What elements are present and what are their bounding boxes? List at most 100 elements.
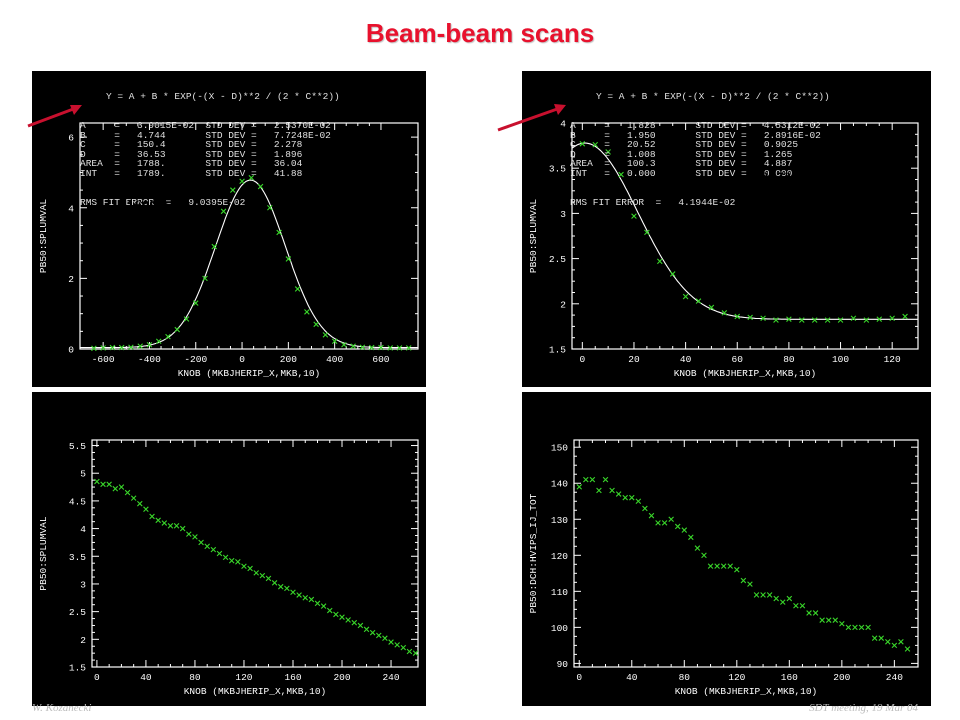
footer-meeting: SDT meeting, 19 Mar 04 (809, 702, 918, 714)
data-point (339, 614, 345, 620)
data-point (155, 338, 162, 345)
fit-parameter-row: AREA = 1788. STD DEV = 36.04 (80, 158, 303, 170)
data-point (674, 523, 681, 530)
data-point (378, 344, 384, 351)
data-point (267, 204, 273, 211)
x-tick-label: 40 (626, 672, 638, 683)
y-tick-label: 110 (551, 587, 568, 598)
data-point (210, 546, 217, 553)
data-point (871, 635, 878, 641)
y-tick-label: 150 (551, 443, 568, 454)
data-point (701, 552, 707, 559)
x-tick-label: 60 (732, 354, 744, 365)
data-point (91, 345, 97, 352)
data-point (688, 534, 694, 541)
data-point (400, 644, 407, 651)
data-point (839, 620, 845, 627)
chart-top-right: 0 20 40 60 80 100 120 1.5 2 2.5 3 3.5 4 KNOB (MKBJHER… (528, 119, 919, 379)
data-point (94, 478, 100, 485)
data-point (622, 494, 628, 501)
data-point (220, 208, 227, 215)
data-point (109, 344, 116, 351)
data-point (734, 566, 740, 573)
bunch-count: 801 colldg b (783, 488, 861, 504)
data-point (806, 610, 812, 616)
plot-frame (79, 122, 419, 350)
x-tick-label: 120 (884, 354, 901, 365)
data-point (100, 345, 106, 351)
chart-bottom-left: 0 40 80 120 160 200 240 1.5 2 2.5 3 3.5 4 4.5 5 5.5 KNOB… (38, 439, 419, 697)
y-tick-label: 2.5 (69, 607, 86, 618)
data-point (760, 315, 766, 322)
data-point (406, 648, 413, 655)
data-point (576, 484, 583, 490)
data-point (259, 572, 266, 579)
data-point (304, 309, 310, 315)
data-point (661, 520, 668, 526)
data-point (779, 599, 786, 605)
beam-currents: 610 x 395 mA (778, 466, 866, 482)
data-point (167, 523, 174, 529)
data-point (904, 646, 911, 652)
data-point (405, 345, 412, 351)
data-point (368, 344, 375, 351)
data-point (799, 317, 805, 323)
data-point (682, 293, 689, 300)
bunch-count: 1600 b (126, 198, 170, 214)
data-point (605, 149, 611, 155)
data-point (412, 650, 419, 656)
data-point (618, 171, 624, 178)
data-point (837, 317, 844, 323)
data-point (631, 213, 637, 219)
plot-panel-bottom-left: 0 40 80 120 160 200 240 1.5 2 2.5 3 3.5 4 4.5 5 5.5 KNOB… (32, 392, 426, 706)
y-tick-label: 140 (551, 479, 568, 490)
data-point (350, 343, 356, 349)
arrow-icon (27, 105, 82, 128)
beam-annotation-top-right: 2172 x 1300 mA 1415 b (732, 167, 892, 211)
beam-annotation-top-left: 143 x 107 mA 1600 b (80, 173, 216, 217)
x-tick-label: -200 (184, 354, 207, 365)
plot-panel-top-right: 0 20 40 60 80 100 120 1.5 2 2.5 3 3.5 4 KNOB (MKBJHER… (522, 71, 931, 387)
data-point (396, 345, 403, 351)
data-point (747, 581, 753, 587)
x-axis-label: KNOB (MKBJHERIP_X,MKB,10) (675, 686, 818, 697)
plot-frame (573, 439, 919, 668)
data-point (248, 174, 255, 181)
data-point (149, 513, 155, 520)
data-point (760, 592, 766, 598)
x-tick-label: 160 (781, 672, 798, 683)
data-point (326, 607, 333, 614)
data-point (333, 611, 339, 618)
x-tick-label: -400 (138, 354, 161, 365)
data-point (642, 505, 648, 512)
x-tick-label: 200 (280, 354, 297, 365)
y-tick-label: 100 (551, 623, 568, 634)
data-point (786, 316, 792, 322)
data-point (118, 344, 125, 351)
data-point (734, 313, 741, 320)
y-tick-label: 3.5 (69, 552, 86, 563)
data-point (824, 317, 831, 323)
fit-parameter-row: A = 1.828 STD DEV = 4.5312E-02 (570, 119, 821, 131)
data-point (773, 317, 779, 323)
x-tick-label: 40 (140, 672, 152, 683)
data-point (173, 523, 180, 529)
chart-top-left: -600 -400 -200 0 200 400 600 0 2 4 6 KNOB (MKBJHERI… (38, 122, 419, 379)
data-point (155, 517, 161, 524)
data-point (592, 141, 599, 148)
beam-currents: 610 x 395 mA (282, 466, 370, 482)
data-point (695, 298, 702, 304)
data-point (235, 559, 241, 565)
beam-annotation-bottom-left: 610 x 395 mA 801 colldg b (246, 463, 406, 507)
x-tick-label: 120 (728, 672, 745, 683)
data-point (369, 629, 376, 636)
y-tick-label: 2 (68, 274, 74, 285)
plot-panel-bottom-right: 0 40 80 120 160 200 240 90 100 110 120 130 140 150 KNO… (522, 392, 931, 706)
data-point (714, 563, 720, 569)
y-tick-label: 4 (80, 524, 86, 535)
data-point (589, 476, 596, 483)
data-point (239, 178, 245, 185)
fit-rms: RMS FIT ERROR = 4.1944E-02 (570, 196, 736, 208)
y-tick-label: 4 (68, 203, 74, 214)
data-point (313, 321, 319, 328)
